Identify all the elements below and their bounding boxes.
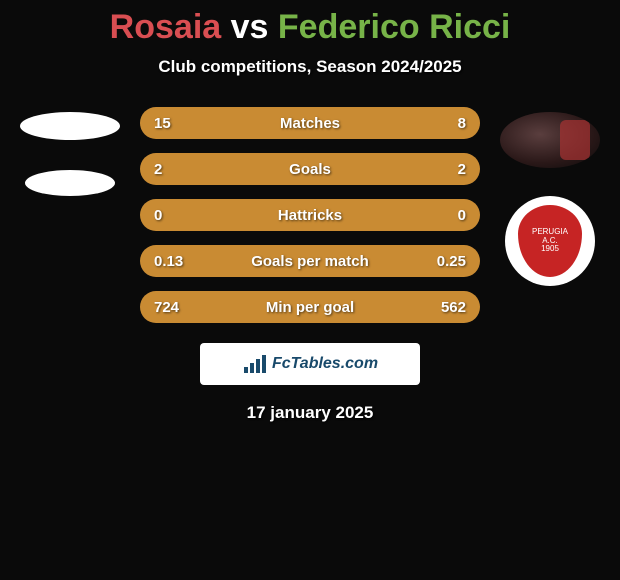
stat-label: Min per goal	[266, 299, 354, 316]
stat-row-matches: 15 Matches 8	[140, 107, 480, 139]
player-right-avatar	[500, 112, 600, 168]
page-title: Rosaia vs Federico Ricci	[10, 8, 610, 47]
stat-right-value: 0	[416, 207, 466, 224]
stat-label: Goals per match	[251, 253, 369, 270]
stat-right-value: 8	[416, 115, 466, 132]
stat-row-goals-per-match: 0.13 Goals per match 0.25	[140, 245, 480, 277]
stat-right-value: 562	[416, 299, 466, 316]
chart-icon	[242, 353, 268, 375]
stat-row-hattricks: 0 Hattricks 0	[140, 199, 480, 231]
stat-left-value: 724	[154, 299, 204, 316]
left-column	[10, 107, 130, 196]
team-right-shield: PERUGIA A.C. 1905	[518, 205, 582, 277]
fctables-label: FcTables.com	[272, 355, 378, 373]
stat-row-min-per-goal: 724 Min per goal 562	[140, 291, 480, 323]
stat-label: Hattricks	[278, 207, 342, 224]
stat-right-value: 2	[416, 161, 466, 178]
stat-right-value: 0.25	[416, 253, 466, 270]
stat-left-value: 0	[154, 207, 204, 224]
player-left-avatar	[20, 112, 120, 140]
stat-left-value: 15	[154, 115, 204, 132]
subtitle: Club competitions, Season 2024/2025	[10, 57, 610, 77]
team-right-logo: PERUGIA A.C. 1905	[505, 196, 595, 286]
fctables-badge[interactable]: FcTables.com	[200, 343, 420, 385]
stat-label: Goals	[289, 161, 331, 178]
stat-row-goals: 2 Goals 2	[140, 153, 480, 185]
player-right-name: Federico Ricci	[278, 8, 510, 46]
title-vs: vs	[231, 8, 269, 46]
stat-left-value: 2	[154, 161, 204, 178]
player-left-name: Rosaia	[110, 8, 222, 46]
team-left-logo	[25, 170, 115, 196]
team-right-shield-text: PERUGIA A.C. 1905	[532, 228, 568, 254]
stats-table: 15 Matches 8 2 Goals 2 0 Hattricks 0 0.1…	[140, 107, 480, 323]
stat-left-value: 0.13	[154, 253, 204, 270]
team-right-year: 1905	[532, 245, 568, 254]
stat-label: Matches	[280, 115, 340, 132]
date-label: 17 january 2025	[247, 403, 374, 423]
right-column: PERUGIA A.C. 1905	[490, 107, 610, 286]
